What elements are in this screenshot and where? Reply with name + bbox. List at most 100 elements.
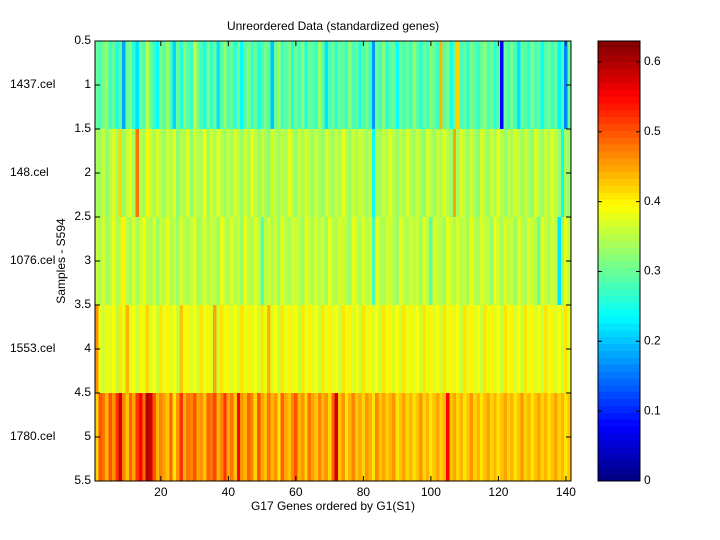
cell [300, 217, 305, 305]
cell [361, 41, 366, 129]
cell [317, 393, 322, 481]
cell [395, 41, 400, 129]
cell [162, 217, 167, 305]
cell [368, 305, 373, 393]
cell [182, 305, 187, 393]
cell [550, 129, 555, 217]
cell [327, 41, 332, 129]
cell [543, 129, 548, 217]
cell [375, 393, 379, 481]
colorbar-swatch [598, 261, 640, 269]
cell [223, 41, 227, 129]
cell [155, 305, 160, 393]
cell [152, 217, 157, 305]
colorbar-tick-label: 0.4 [644, 194, 661, 208]
cell [425, 393, 430, 481]
colorbar-swatch [598, 247, 640, 255]
cell [233, 217, 238, 305]
colorbar-swatch [598, 309, 640, 317]
cell [439, 393, 444, 481]
cell [493, 393, 498, 481]
cell [263, 217, 268, 305]
cell [142, 129, 146, 217]
cell [496, 129, 501, 217]
cell [429, 305, 433, 393]
cell [142, 41, 146, 129]
row-label: 1076.cel [10, 253, 55, 267]
cell [324, 393, 329, 481]
cell [236, 217, 241, 305]
cell [557, 41, 562, 129]
cell [169, 305, 173, 393]
cell [290, 217, 295, 305]
cell [530, 217, 535, 305]
cell [344, 305, 349, 393]
cell [500, 305, 504, 393]
cell [196, 305, 200, 393]
cell [125, 217, 130, 305]
cell [398, 41, 403, 129]
cell [554, 217, 558, 305]
cell [371, 305, 376, 393]
cell [122, 393, 126, 481]
cell [503, 393, 508, 481]
cell [432, 129, 437, 217]
cell [267, 41, 271, 129]
cell [435, 129, 440, 217]
colorbar-swatch [598, 357, 640, 365]
cell [162, 305, 167, 393]
x-tick-label: 140 [556, 485, 576, 499]
colorbar-swatch [598, 467, 640, 475]
cell [101, 217, 106, 305]
cell [284, 41, 288, 129]
cell [405, 393, 410, 481]
cell [321, 129, 325, 217]
colorbar-swatch [598, 206, 640, 214]
cell [385, 129, 390, 217]
cell [257, 305, 261, 393]
cell [520, 217, 525, 305]
cell [321, 393, 325, 481]
cell [219, 217, 224, 305]
cell [216, 217, 221, 305]
cell [344, 129, 349, 217]
cell [547, 129, 552, 217]
cell [506, 305, 511, 393]
cell [510, 305, 514, 393]
cell [257, 129, 261, 217]
cell [560, 217, 565, 305]
colorbar-swatch [598, 384, 640, 393]
cell [365, 393, 369, 481]
cell [169, 41, 173, 129]
cell [351, 217, 356, 305]
colorbar-swatch [598, 41, 640, 49]
cell [297, 129, 302, 217]
cell [493, 129, 498, 217]
cell [199, 41, 204, 129]
cell [162, 393, 167, 481]
cell [557, 305, 562, 393]
cell [284, 217, 288, 305]
cell [331, 393, 335, 481]
cell [452, 129, 457, 217]
cell [392, 305, 396, 393]
cell [250, 305, 254, 393]
cell [378, 41, 383, 129]
colorbar-swatch [598, 116, 640, 124]
cell [105, 217, 109, 305]
cell [304, 305, 308, 393]
cell [267, 217, 271, 305]
cell [449, 129, 454, 217]
cell [105, 393, 109, 481]
cell [159, 393, 163, 481]
colorbar-swatch [598, 316, 640, 324]
cell [307, 129, 312, 217]
colorbar-tick-label: 0.3 [644, 264, 661, 278]
cell [479, 217, 484, 305]
cell [527, 217, 531, 305]
colorbar-tick-label: 0.6 [644, 54, 661, 68]
cell [506, 129, 511, 217]
cell [476, 41, 481, 129]
cell [537, 41, 541, 129]
cell [111, 217, 116, 305]
